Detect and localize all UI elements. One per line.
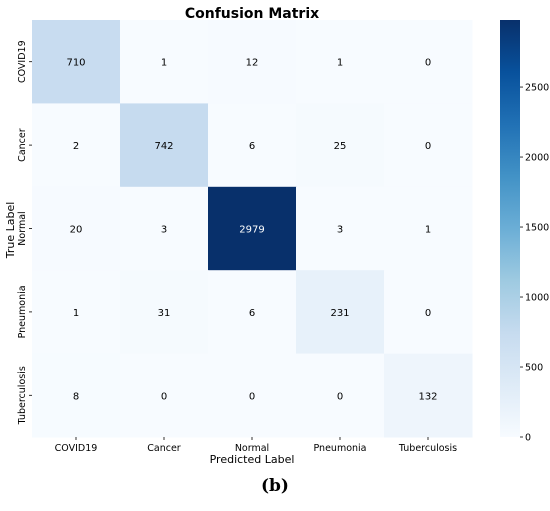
heatmap-cell [296, 186, 385, 271]
cell-value-label: 0 [425, 141, 431, 152]
cell-value-label: 6 [249, 308, 255, 319]
cell-value-label: 8 [73, 391, 79, 402]
heatmap-cell [208, 20, 297, 104]
heatmap-cell [296, 20, 385, 104]
cell-value-label: 0 [249, 391, 255, 402]
heatmap-cell [32, 20, 121, 104]
cell-value-label: 742 [154, 141, 173, 152]
heatmap-cells: 710 1 12 1 02 742 6 25 020 3 2979 3 11 31 6 231 08 0 0 0 132 [32, 20, 473, 438]
heatmap-cell [120, 103, 209, 188]
heatmap-cell [296, 103, 385, 188]
chart-svg: Confusion Matrix 710 1 12 1 0 2 742 6 25 0 20 3 2979… [4, 6, 549, 466]
cell-value-label: 25 [334, 141, 347, 152]
y-tick-label: Tuberculosis [17, 366, 28, 425]
x-tick-label: Normal [235, 443, 269, 454]
x-tick-label: COVID19 [55, 443, 98, 454]
colorbar-tick-label: 0 [525, 433, 531, 444]
heatmap-cell [32, 270, 121, 355]
cell-value-label: 20 [70, 225, 83, 236]
heatmap-cell [384, 103, 473, 188]
heatmap-cell [208, 103, 297, 188]
cell-value-label: 2979 [239, 225, 264, 236]
y-tick-label: Cancer [17, 128, 28, 162]
colorbar-tick-label: 2000 [525, 153, 549, 164]
colorbar-tick-label: 500 [525, 363, 543, 374]
cell-value-label: 12 [246, 58, 259, 69]
colorbar-tick-label: 1000 [525, 293, 549, 304]
heatmap-cell [32, 186, 121, 271]
heatmap-cell [384, 270, 473, 355]
heatmap-cell [384, 186, 473, 271]
y-axis-label: True Label [4, 202, 17, 260]
y-tick-label: Pneumonia [17, 285, 28, 338]
heatmap-cell [120, 186, 209, 271]
cell-value-label: 3 [337, 225, 343, 236]
x-axis-label: Predicted Label [210, 453, 295, 466]
cell-value-label: 132 [418, 391, 437, 402]
cell-value-label: 31 [158, 308, 171, 319]
cell-value-label: 0 [425, 308, 431, 319]
chart-title: Confusion Matrix [185, 6, 319, 22]
y-tick-label: COVID19 [17, 40, 28, 83]
heatmap-cell [208, 270, 297, 355]
x-tick-label: Cancer [147, 443, 181, 454]
panel-label: (b) [261, 476, 289, 496]
cell-value-label: 0 [425, 58, 431, 69]
cell-value-label: 231 [330, 308, 349, 319]
heatmap-cell [296, 270, 385, 355]
cell-value-label: 1 [73, 308, 79, 319]
heatmap-cell [296, 353, 385, 438]
y-tick-label: Normal [17, 211, 28, 245]
colorbar-tick-label: 1500 [525, 223, 549, 234]
heatmap-cell [384, 20, 473, 104]
heatmap-cell [32, 353, 121, 438]
axis-ticks: COVID19 Cancer Normal Pneumonia Tuberculosis… [17, 40, 457, 454]
heatmap-cell [208, 353, 297, 438]
colorbar-ticks: 0 500 1000 1500 2000 2500 [520, 83, 549, 444]
cell-value-label: 6 [249, 141, 255, 152]
heatmap-cell [208, 186, 297, 271]
cell-value-label: 2 [73, 141, 79, 152]
cell-value-label: 710 [66, 58, 85, 69]
heatmap-cell [384, 353, 473, 438]
cell-value-label: 1 [161, 58, 167, 69]
heatmap-cell [32, 103, 121, 188]
cell-value-label: 3 [161, 225, 167, 236]
cell-value-label: 1 [337, 58, 343, 69]
colorbar-tick-label: 2500 [525, 83, 549, 94]
cell-value-label: 0 [161, 391, 167, 402]
cell-value-label: 0 [337, 391, 343, 402]
heatmap-cell [120, 270, 209, 355]
x-tick-label: Tuberculosis [398, 443, 457, 454]
heatmap-cell [120, 353, 209, 438]
colorbar [500, 20, 520, 437]
x-tick-label: Pneumonia [314, 443, 367, 454]
cell-value-label: 1 [425, 225, 431, 236]
heatmap-cell [120, 20, 209, 104]
